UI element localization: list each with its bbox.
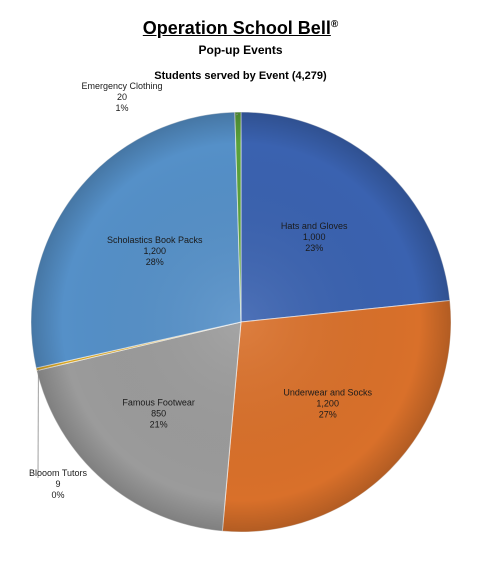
slice-value: 850 [151, 408, 166, 418]
slice-label-blooom-tutors: Blooom Tutors 9 0% [29, 468, 88, 500]
slice-value: 20 [117, 92, 127, 102]
pie-slices [30, 111, 452, 533]
chart-title: Students served by Event (4,279) [154, 70, 327, 82]
slice-value: 1,200 [316, 399, 339, 409]
slice-label-scholastics-book-packs: Scholastics Book Packs 1,200 28% [107, 235, 203, 267]
slice-value: 9 [55, 479, 60, 489]
slice-label-hats-and-gloves: Hats and Gloves 1,000 23% [281, 221, 348, 253]
leader-lines [37, 113, 239, 479]
slice-percent: 27% [319, 410, 337, 420]
slice-percent: 28% [146, 257, 164, 267]
slice-percent: 0% [51, 490, 64, 500]
slice-name: Blooom Tutors [29, 468, 88, 478]
page-title-text: Operation School Bell [142, 18, 331, 38]
slice-label-famous-footwear: Famous Footwear 850 21% [122, 397, 195, 429]
pie-slice-hats-and-gloves [240, 111, 451, 323]
slice-name: Emergency Clothing [81, 81, 162, 91]
slice-value: 1,200 [144, 246, 167, 256]
slice-percent: 1% [115, 103, 128, 113]
leader-line-emergency-clothing [235, 113, 239, 116]
slice-percent: 23% [305, 243, 323, 253]
slice-value: 1,000 [303, 232, 326, 242]
page-title: Operation School Bell® [0, 18, 481, 39]
slice-labels: Hats and Gloves 1,000 23% Underwear and Soc… [29, 81, 372, 500]
slice-name: Famous Footwear [122, 397, 195, 407]
slice-label-emergency-clothing: Emergency Clothing 20 1% [81, 81, 162, 113]
page-subtitle: Pop-up Events [198, 43, 283, 57]
trademark-symbol: ® [330, 19, 339, 30]
slice-name: Underwear and Socks [283, 388, 372, 398]
slice-name: Scholastics Book Packs [107, 235, 203, 245]
slice-name: Hats and Gloves [281, 221, 348, 231]
slice-label-underwear-and-socks: Underwear and Socks 1,200 27% [283, 388, 372, 420]
slice-percent: 21% [150, 419, 168, 429]
